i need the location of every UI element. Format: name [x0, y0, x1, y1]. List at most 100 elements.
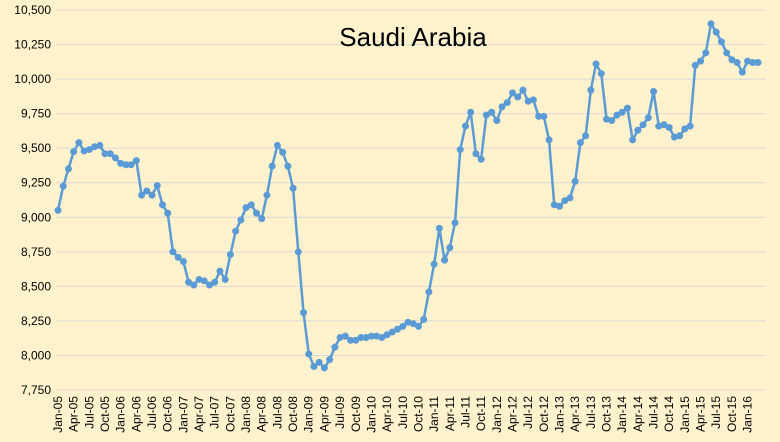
- data-point: [64, 165, 72, 173]
- data-point: [472, 150, 480, 158]
- data-point: [712, 28, 720, 36]
- data-point: [190, 281, 198, 289]
- data-point: [242, 204, 250, 212]
- data-point: [660, 121, 668, 129]
- data-point: [707, 20, 715, 28]
- data-point: [498, 103, 506, 111]
- x-tick-label: Apr-11: [443, 396, 457, 431]
- data-point: [519, 86, 527, 94]
- data-point: [169, 248, 177, 256]
- data-point: [226, 251, 234, 259]
- data-point: [477, 155, 485, 163]
- data-point: [75, 139, 83, 147]
- x-tick-label: Jan-12: [490, 396, 504, 433]
- x-tick-label: Jan-09: [302, 396, 316, 433]
- data-point: [697, 57, 705, 65]
- x-tick-label: Oct-12: [537, 396, 551, 432]
- x-tick-label: Apr-10: [380, 396, 394, 432]
- data-point: [54, 206, 62, 214]
- data-point: [341, 332, 349, 340]
- x-tick-label: Apr-07: [192, 396, 206, 432]
- data-point: [644, 114, 652, 122]
- x-tick-label: Jan-08: [239, 396, 253, 433]
- data-point: [185, 278, 193, 286]
- y-axis-labels: 7,750 8,000 8,250 8,500 8,750 9,000 9,250 9,500…: [14, 3, 51, 397]
- data-point: [613, 111, 621, 119]
- x-tick-label: Apr-12: [505, 396, 519, 432]
- data-point: [561, 197, 569, 205]
- gridlines: [56, 9, 766, 391]
- data-point: [263, 191, 271, 199]
- data-point: [221, 275, 229, 283]
- data-point: [59, 182, 67, 190]
- data-point: [488, 108, 496, 116]
- y-tick-label: 10,000: [14, 72, 51, 86]
- x-tick-label: Jul-05: [82, 396, 96, 429]
- data-point: [508, 89, 516, 97]
- data-point: [723, 49, 731, 57]
- data-point: [232, 227, 240, 235]
- data-point: [289, 184, 297, 192]
- data-point: [493, 117, 501, 125]
- x-tick-label: Jan-10: [364, 396, 378, 433]
- data-point: [394, 325, 402, 333]
- data-point: [540, 112, 548, 120]
- data-point: [216, 267, 224, 275]
- x-tick-label: Oct-13: [600, 396, 614, 432]
- data-point: [555, 202, 563, 210]
- data-point: [582, 132, 590, 140]
- data-point: [388, 328, 396, 336]
- x-tick-label: Apr-09: [317, 396, 331, 432]
- x-tick-label: Apr-13: [568, 396, 582, 432]
- data-point: [545, 136, 553, 144]
- data-point: [691, 61, 699, 69]
- data-point: [461, 122, 469, 130]
- data-point: [143, 187, 151, 195]
- data-point: [179, 257, 187, 265]
- y-tick-label: 10,250: [14, 38, 51, 52]
- data-point: [430, 260, 438, 268]
- x-tick-label: Apr-05: [67, 396, 81, 432]
- data-point: [200, 277, 208, 285]
- x-tick-label: Jul-10: [396, 396, 410, 429]
- data-point: [441, 256, 449, 264]
- data-point: [326, 356, 334, 364]
- y-tick-label: 10,500: [14, 3, 51, 17]
- data-point: [576, 139, 584, 147]
- x-tick-label: Jan-13: [552, 396, 566, 433]
- x-tick-label: Oct-05: [98, 396, 112, 432]
- data-point: [639, 121, 647, 129]
- x-tick-label: Oct-11: [474, 396, 488, 431]
- data-point: [629, 136, 637, 144]
- data-point: [592, 60, 600, 68]
- x-tick-label: Jan-07: [176, 396, 190, 433]
- data-point: [320, 364, 328, 372]
- x-tick-label: Jul-13: [584, 396, 598, 429]
- y-tick-label: 9,000: [21, 210, 51, 224]
- data-point: [111, 154, 119, 162]
- data-point: [717, 38, 725, 46]
- x-tick-label: Oct-15: [725, 396, 739, 432]
- data-point: [106, 150, 114, 158]
- x-tick-label: Jul-14: [647, 396, 661, 429]
- x-tick-label: Jan-06: [114, 396, 128, 433]
- data-point: [211, 278, 219, 286]
- data-point: [435, 224, 443, 232]
- data-point: [597, 70, 605, 78]
- data-point: [634, 126, 642, 134]
- data-point: [608, 117, 616, 125]
- data-point: [451, 219, 459, 227]
- data-point: [305, 350, 313, 358]
- data-point: [253, 209, 261, 217]
- x-axis-labels: Jan-05 Apr-05 Jul-05 Oct-05 Jan-06 Apr-06 Jul-…: [51, 396, 755, 433]
- y-tick-label: 8,000: [21, 348, 51, 362]
- chart-title: Saudi Arabia: [339, 22, 487, 52]
- x-tick-label: Jan-11: [427, 396, 441, 432]
- data-point: [425, 288, 433, 296]
- data-point: [618, 108, 626, 116]
- x-tick-label: Apr-08: [255, 396, 269, 432]
- data-point: [650, 88, 658, 96]
- data-point: [733, 59, 741, 67]
- data-point: [514, 93, 522, 101]
- data-point: [127, 161, 135, 169]
